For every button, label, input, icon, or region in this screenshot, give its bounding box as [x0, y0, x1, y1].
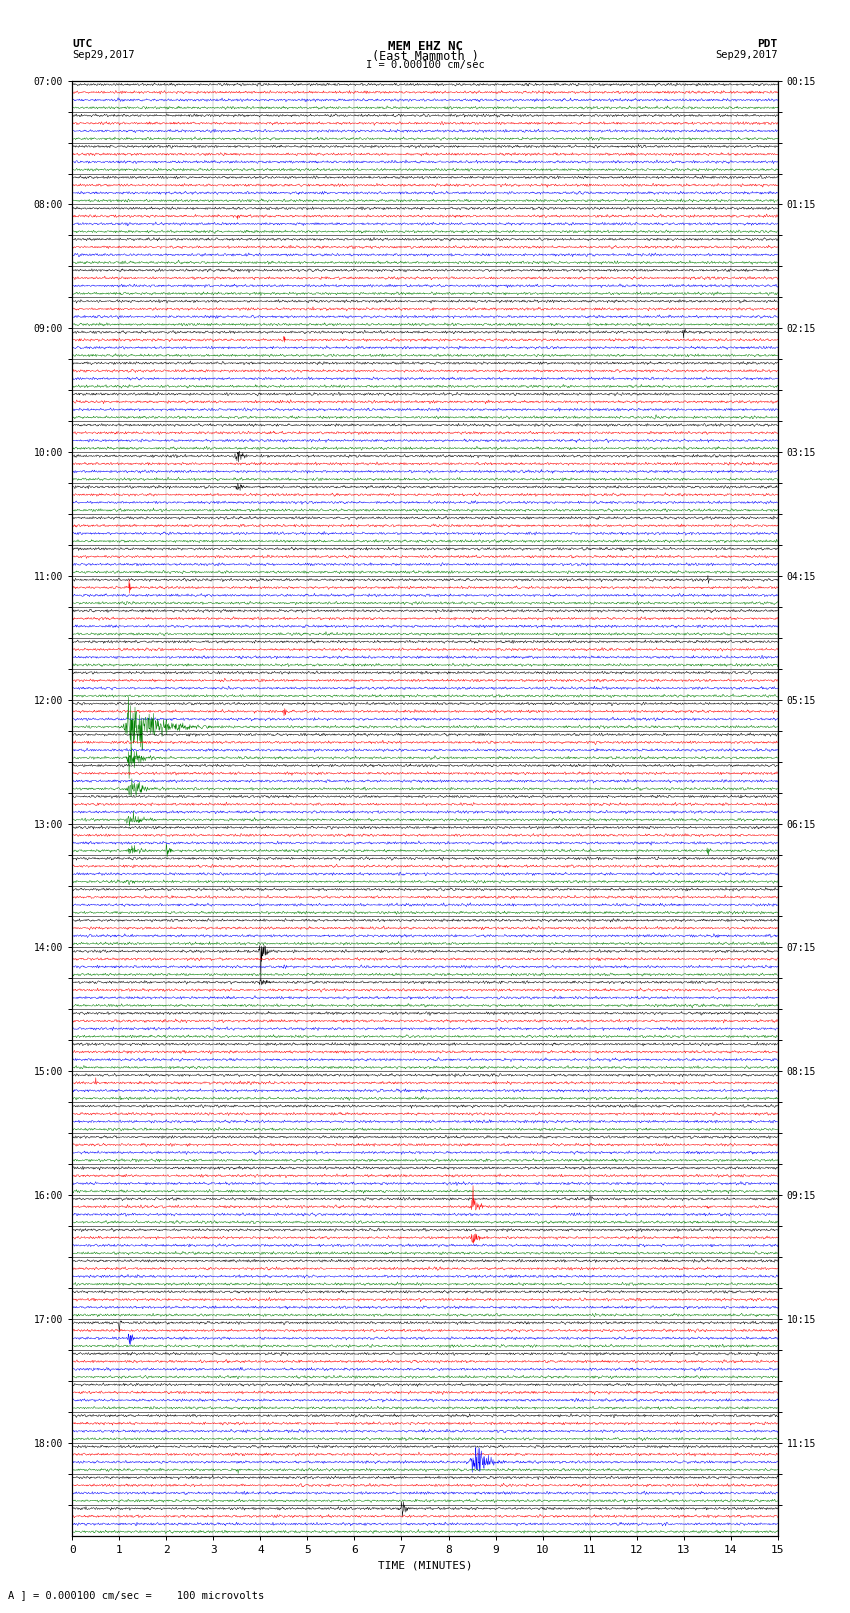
- Text: UTC: UTC: [72, 39, 93, 48]
- Text: A ] = 0.000100 cm/sec =    100 microvolts: A ] = 0.000100 cm/sec = 100 microvolts: [8, 1590, 264, 1600]
- Text: Sep29,2017: Sep29,2017: [72, 50, 135, 60]
- Text: MEM EHZ NC: MEM EHZ NC: [388, 40, 462, 53]
- Text: PDT: PDT: [757, 39, 778, 48]
- X-axis label: TIME (MINUTES): TIME (MINUTES): [377, 1560, 473, 1569]
- Text: Sep29,2017: Sep29,2017: [715, 50, 778, 60]
- Text: (East Mammoth ): (East Mammoth ): [371, 50, 479, 63]
- Text: I = 0.000100 cm/sec: I = 0.000100 cm/sec: [366, 60, 484, 69]
